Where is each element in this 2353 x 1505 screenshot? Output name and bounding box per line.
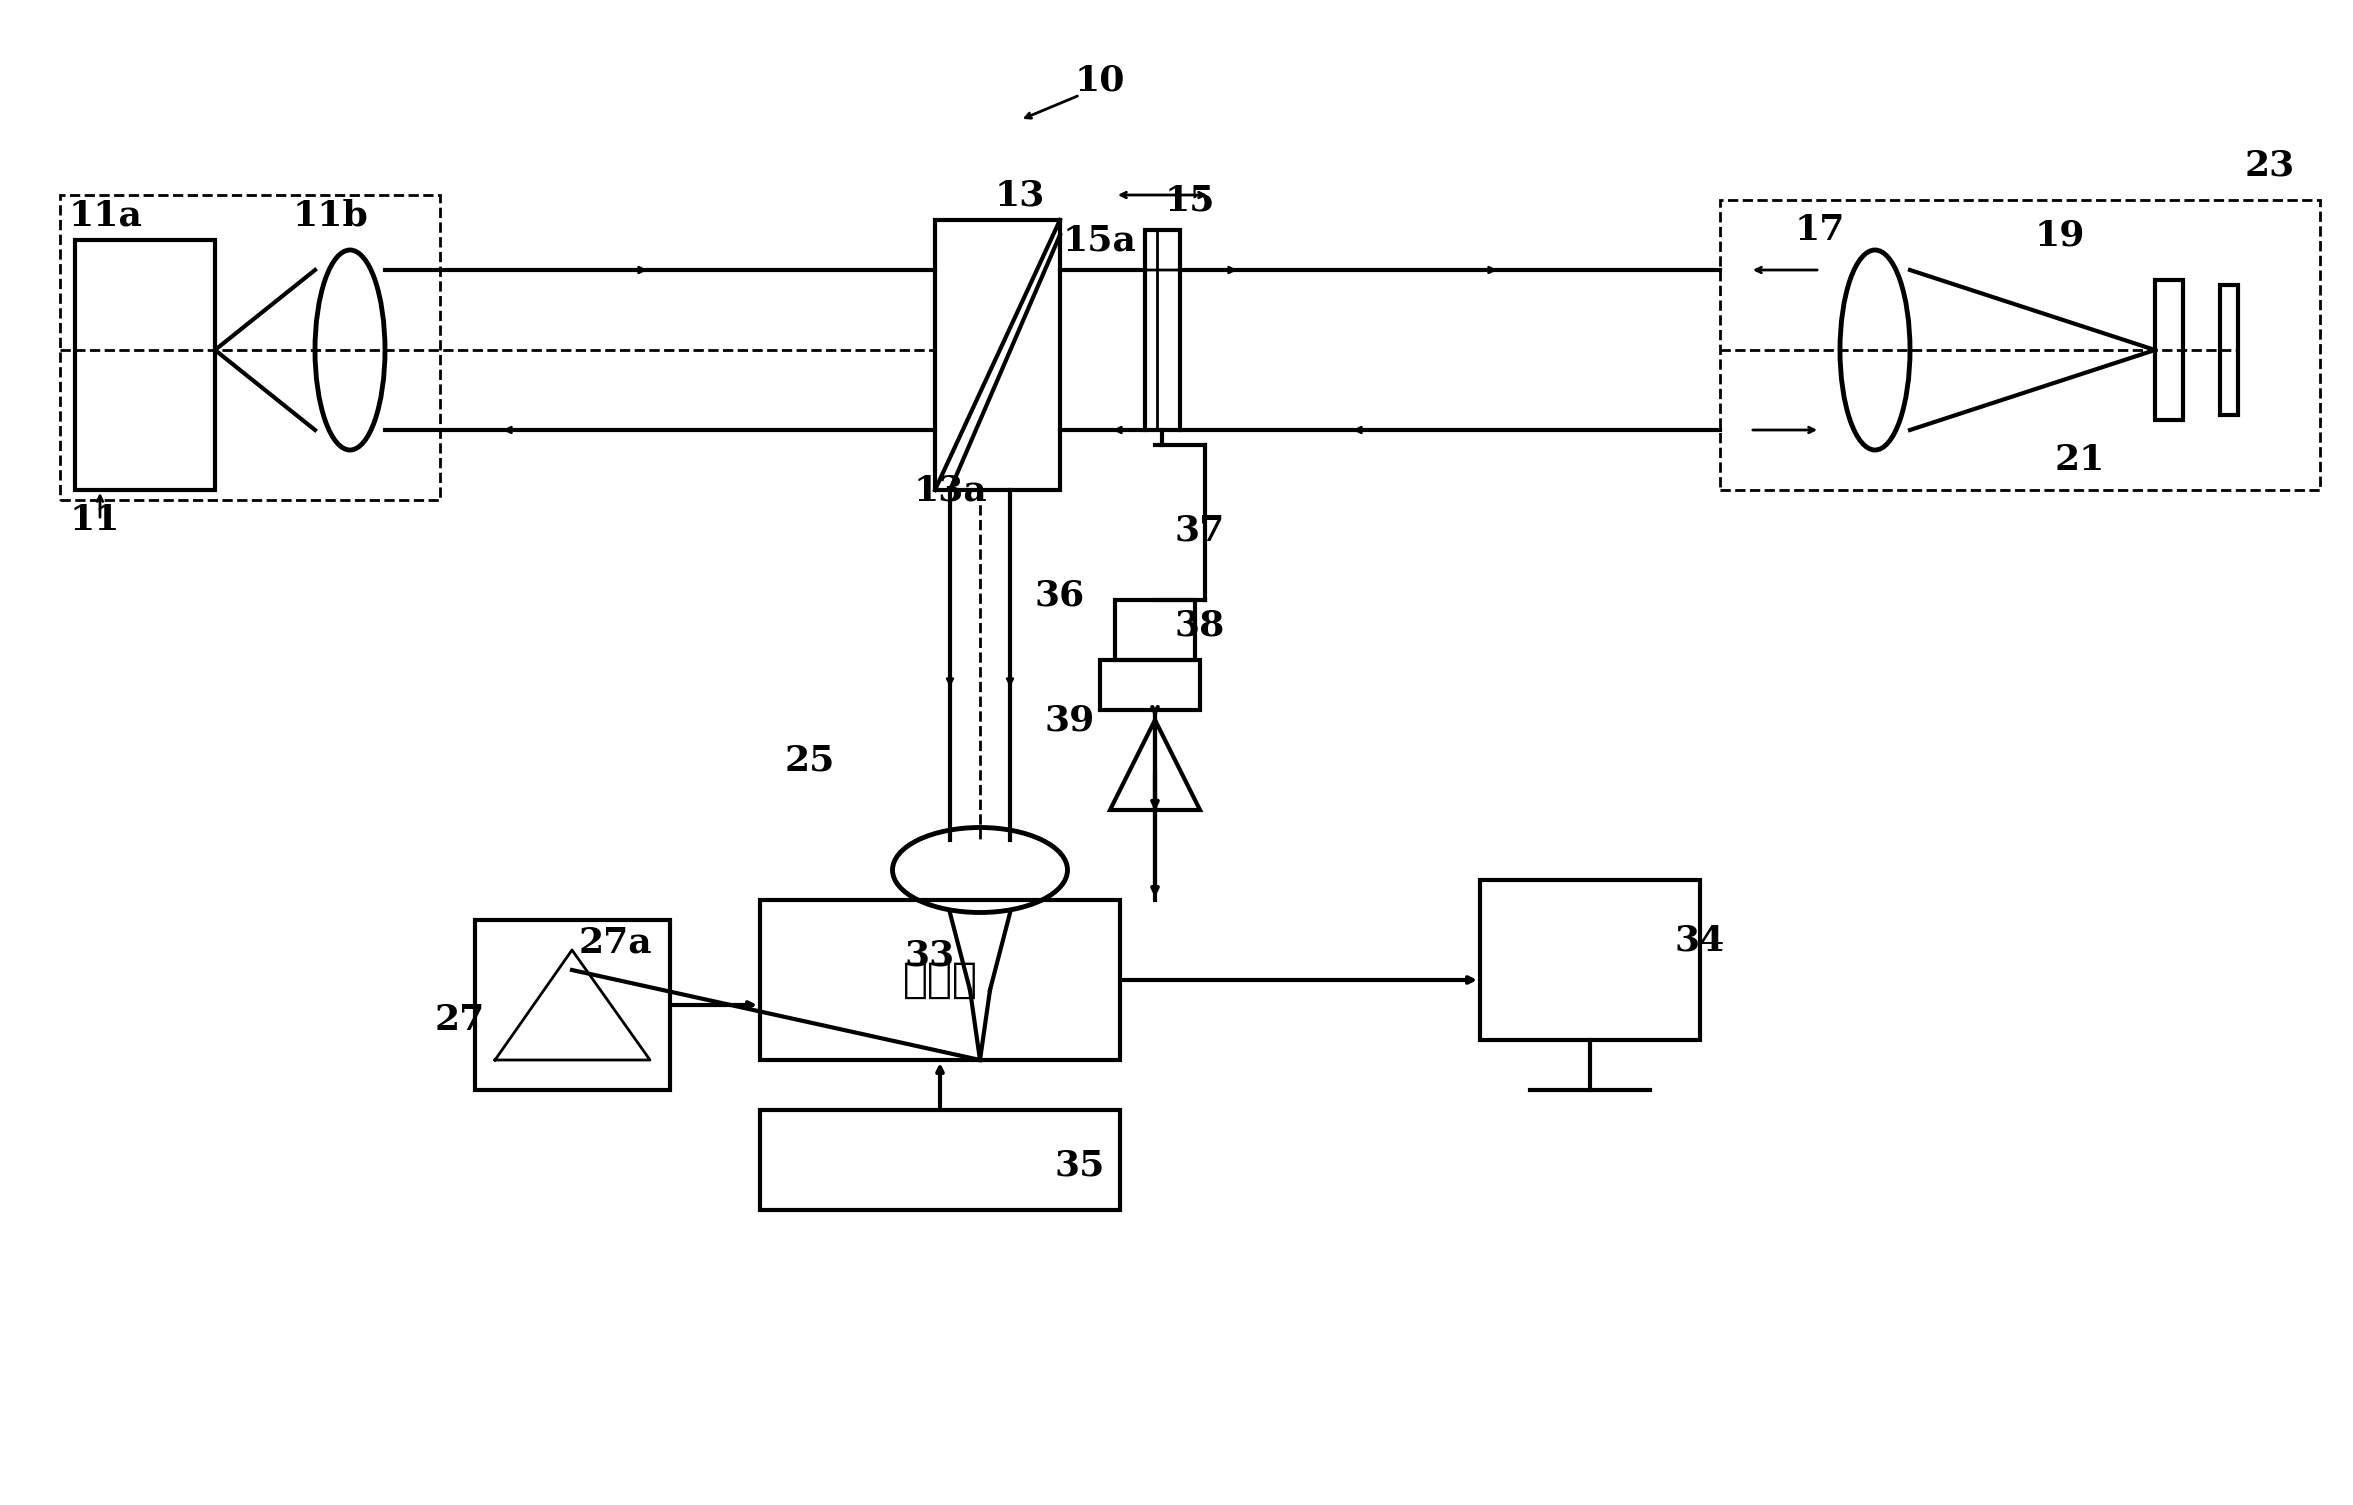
Text: 34: 34 (1675, 923, 1725, 957)
Text: 13a: 13a (913, 473, 986, 507)
Bar (1720, 200, 2320, 491)
Text: 35: 35 (1054, 1148, 1106, 1181)
Text: 25: 25 (786, 743, 835, 777)
Bar (1480, 880, 1699, 1040)
Bar (475, 920, 671, 1090)
Text: 21: 21 (2054, 442, 2106, 477)
Bar (59, 196, 440, 500)
Text: 计算机: 计算机 (904, 959, 976, 1001)
Bar (760, 1111, 1120, 1210)
Text: 27: 27 (435, 1002, 485, 1037)
Text: 17: 17 (1795, 214, 1845, 247)
Text: 36: 36 (1035, 578, 1085, 613)
Text: 37: 37 (1174, 513, 1226, 546)
Text: 39: 39 (1045, 703, 1094, 737)
Text: 11a: 11a (68, 199, 141, 232)
Text: 19: 19 (2035, 218, 2085, 251)
Text: 27a: 27a (579, 926, 652, 959)
Bar (1146, 230, 1179, 430)
Text: 15: 15 (1165, 184, 1214, 217)
Text: 23: 23 (2245, 147, 2294, 182)
Bar (75, 239, 214, 491)
Text: 13: 13 (995, 178, 1045, 212)
Bar (1099, 661, 1200, 710)
Bar (760, 900, 1120, 1060)
Text: 38: 38 (1174, 608, 1226, 643)
Text: 33: 33 (906, 938, 955, 972)
Text: 10: 10 (1075, 63, 1125, 96)
Bar (2219, 284, 2238, 415)
Text: 11b: 11b (292, 199, 367, 232)
Bar (2155, 280, 2184, 420)
Bar (1115, 600, 1195, 661)
Bar (934, 220, 1059, 491)
Text: 15a: 15a (1064, 223, 1136, 257)
Text: 11: 11 (71, 503, 120, 537)
